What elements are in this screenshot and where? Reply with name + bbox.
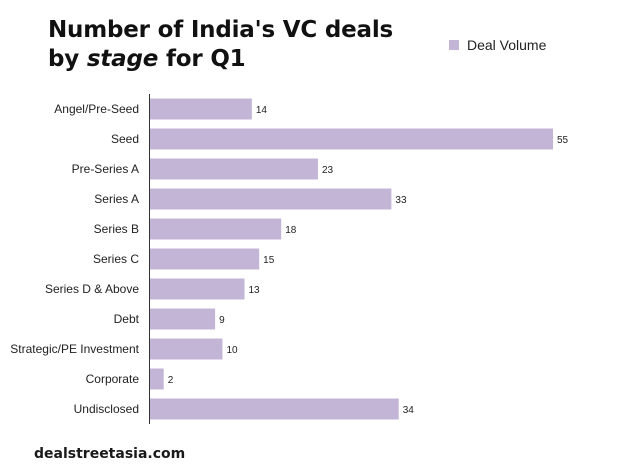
value-label-series-b: 18 xyxy=(285,225,297,236)
value-label-strategic-pe-investment: 10 xyxy=(226,345,238,356)
bar-series-b xyxy=(149,218,282,240)
chart-title: Number of India's VC deals by stage for Q… xyxy=(48,16,393,74)
title-line-2-start: by xyxy=(48,46,87,72)
bar-series-c xyxy=(149,248,260,270)
value-label-corporate: 2 xyxy=(168,375,174,386)
bar-series-d-above xyxy=(149,278,245,300)
legend-swatch-deal-volume xyxy=(449,40,459,50)
bar-series-a xyxy=(149,188,392,210)
bar-seed xyxy=(149,128,553,150)
category-label-strategic-pe-investment: Strategic/PE Investment xyxy=(10,342,139,356)
title-emphasis: stage xyxy=(86,46,159,72)
value-label-series-c: 15 xyxy=(263,255,275,266)
value-label-debt: 9 xyxy=(219,315,225,326)
value-label-angel-pre-seed: 14 xyxy=(256,105,268,116)
value-label-undisclosed: 34 xyxy=(403,405,415,416)
legend: Deal Volume xyxy=(449,37,546,53)
value-label-series-d-above: 13 xyxy=(248,285,260,296)
source-credit: dealstreetasia.com xyxy=(34,446,186,462)
bar-debt xyxy=(149,308,216,330)
bar-pre-series-a xyxy=(149,158,318,180)
bar-corporate xyxy=(149,368,164,390)
title-line-1: Number of India's VC deals xyxy=(48,17,393,43)
category-label-series-b: Series B xyxy=(94,222,139,236)
category-label-series-d-above: Series D & Above xyxy=(45,282,139,296)
category-label-angel-pre-seed: Angel/Pre-Seed xyxy=(54,102,139,116)
legend-label-deal-volume: Deal Volume xyxy=(467,37,547,53)
category-label-debt: Debt xyxy=(114,312,140,326)
bar-undisclosed xyxy=(149,398,399,420)
category-label-series-a: Series A xyxy=(94,192,139,206)
value-label-series-a: 33 xyxy=(395,195,407,206)
bar-strategic-pe-investment xyxy=(149,338,223,360)
category-label-pre-series-a: Pre-Series A xyxy=(72,162,139,176)
bar-angel-pre-seed xyxy=(149,98,252,120)
category-label-series-c: Series C xyxy=(93,252,139,266)
category-label-undisclosed: Undisclosed xyxy=(74,402,139,416)
value-label-seed: 55 xyxy=(557,135,569,146)
category-label-seed: Seed xyxy=(111,132,139,146)
category-label-corporate: Corporate xyxy=(86,372,140,386)
value-label-pre-series-a: 23 xyxy=(322,165,334,176)
title-line-2-end: for Q1 xyxy=(158,46,246,72)
